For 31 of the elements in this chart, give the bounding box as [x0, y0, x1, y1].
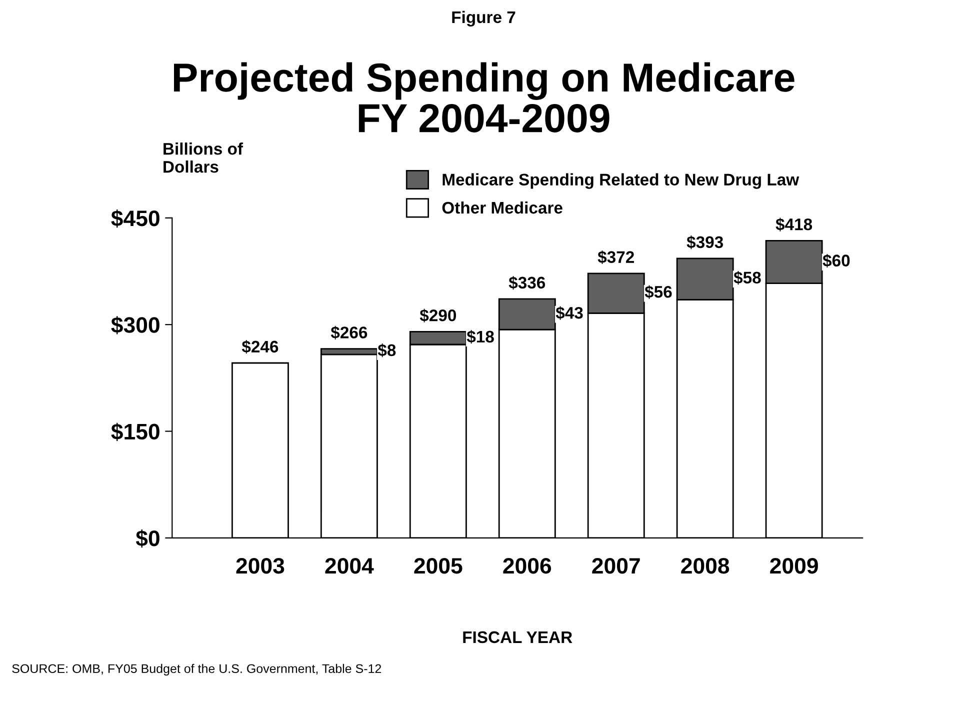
data-label: $60: [822, 254, 850, 268]
legend-label: Other Medicare: [442, 201, 562, 214]
y-tick-label: $150: [111, 422, 160, 441]
y-tick-label: $0: [136, 529, 160, 548]
total-label: $336: [508, 276, 546, 290]
x-tick-label: 2005: [414, 558, 462, 574]
total-label: $246: [242, 340, 278, 354]
data-label: $8: [378, 344, 396, 358]
y-tick-label: $300: [111, 316, 160, 334]
data-label: $43: [556, 306, 583, 320]
legend-label: Medicare Spending Related to New Drug Law: [442, 173, 800, 189]
source-note: SOURCE: OMB, FY05 Budget of the U.S. Government, Table S-12: [12, 664, 382, 676]
x-axis-title: FISCAL YEAR: [463, 631, 572, 644]
total-label: $266: [330, 326, 368, 340]
chart-title: Projected Spending on Medicare FY 2004-2009: [174, 62, 794, 132]
total-label: $393: [686, 236, 724, 250]
x-tick-label: 2004: [325, 558, 374, 574]
total-label: $372: [598, 250, 634, 264]
y-axis-title: Billions of Dollars: [164, 142, 244, 173]
y-tick-label: $450: [111, 209, 160, 228]
x-tick-label: 2006: [503, 558, 552, 574]
x-tick-label: 2007: [592, 558, 640, 574]
data-label: $18: [466, 330, 494, 344]
total-label: $290: [420, 308, 456, 322]
chart-subtitle: Figure 7: [452, 10, 516, 26]
data-label: $58: [734, 271, 761, 285]
x-tick-label: 2008: [681, 558, 730, 574]
x-tick-label: 2009: [770, 558, 818, 574]
data-label: $56: [644, 285, 672, 299]
total-label: $418: [776, 218, 812, 232]
x-tick-label: 2003: [236, 558, 284, 574]
